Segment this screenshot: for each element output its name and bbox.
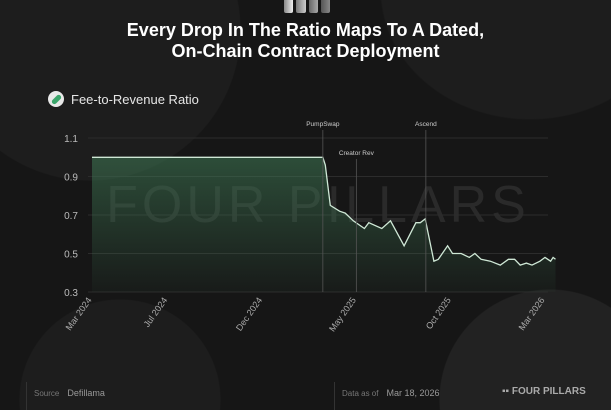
data-date: Data as of Mar 18, 2026	[342, 388, 440, 398]
date-label: Data as of	[342, 388, 379, 398]
x-tick-label: Mar 2024	[64, 295, 94, 332]
legend: Fee-to-Revenue Ratio	[48, 91, 199, 107]
y-tick-label: 0.9	[64, 173, 78, 184]
brand-bars-logo	[284, 0, 330, 13]
x-tick-label: Mar 2026	[517, 295, 547, 332]
series-line	[92, 156, 556, 266]
annotation-label: PumpSwap	[306, 121, 340, 128]
date-value: Mar 18, 2026	[386, 388, 440, 398]
x-tick-label: Oct 2025	[424, 295, 453, 331]
chart-title: Every Drop In The Ratio Maps To A Dated,…	[0, 20, 611, 62]
source: Source Defillama	[34, 388, 105, 398]
annotation-label: Creator Rev	[339, 150, 375, 157]
annotation-label: Ascend	[415, 121, 437, 128]
pill-icon	[48, 91, 64, 107]
x-tick-label: May 2025	[327, 295, 358, 333]
brand-logo: ▪▪ FOUR PILLARS	[502, 386, 586, 397]
legend-label: Fee-to-Revenue Ratio	[71, 91, 199, 107]
y-tick-label: 0.3	[64, 288, 78, 299]
x-tick-label: Dec 2024	[234, 295, 264, 332]
source-label: Source	[34, 388, 60, 398]
brand-text: FOUR PILLARS	[511, 386, 586, 397]
divider	[334, 382, 335, 410]
y-tick-label: 0.5	[64, 250, 78, 261]
y-tick-label: 0.7	[64, 211, 78, 222]
title-line-1: Every Drop In The Ratio Maps To A Dated,	[126, 20, 485, 40]
source-value: Defillama	[67, 388, 105, 398]
title-line-2: On-Chain Contract Deployment	[171, 41, 440, 61]
y-tick-label: 1.1	[64, 134, 78, 145]
x-tick-label: Jul 2024	[142, 295, 170, 329]
divider	[26, 382, 27, 410]
